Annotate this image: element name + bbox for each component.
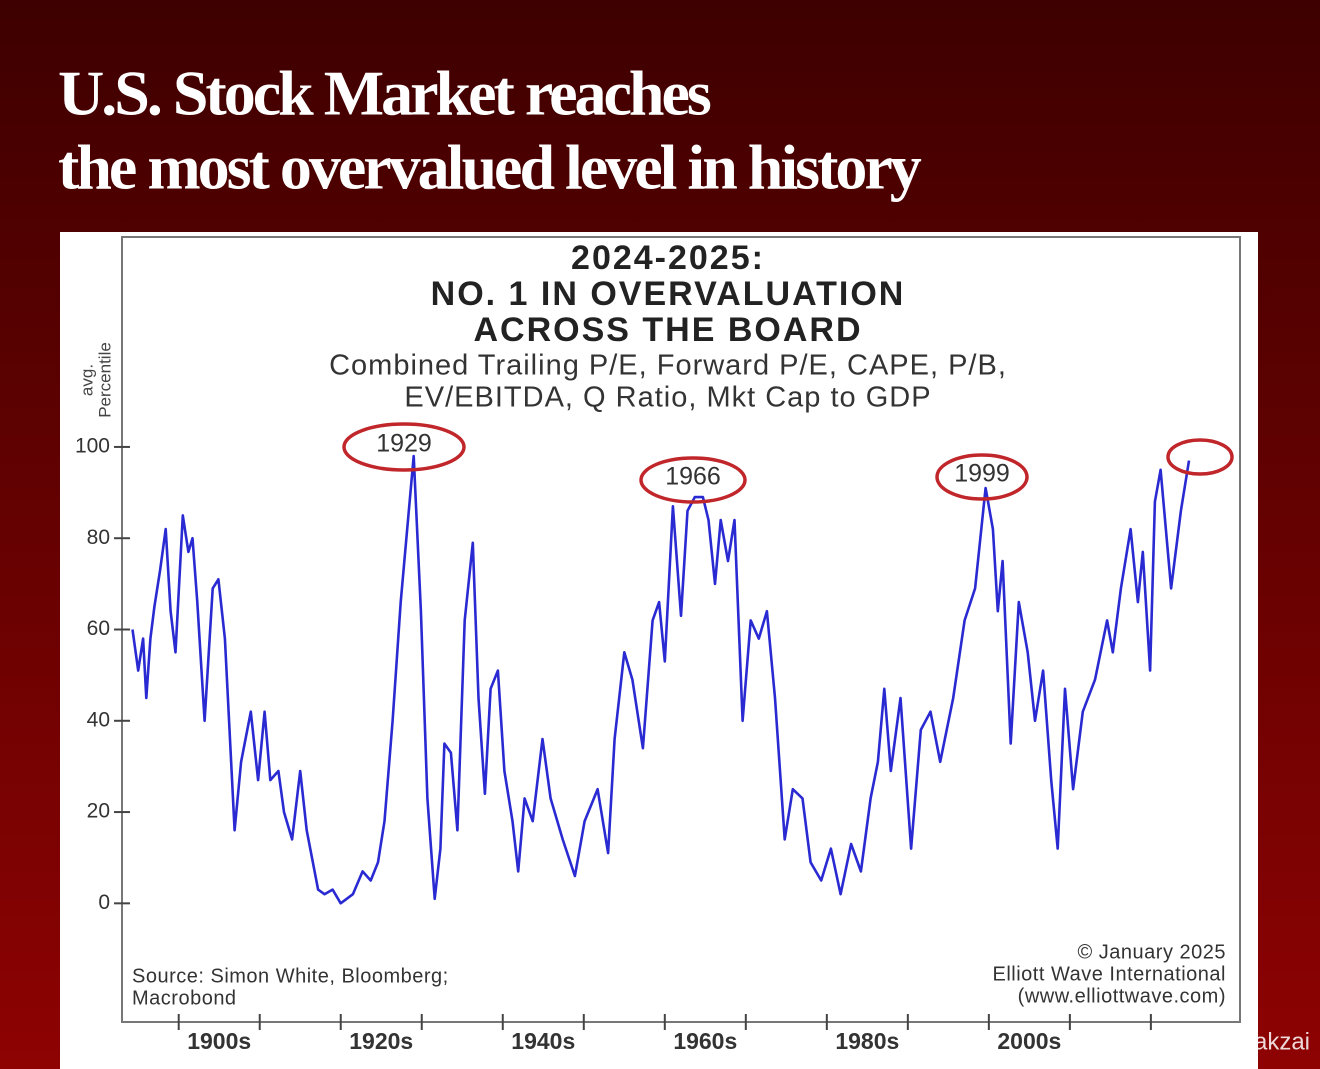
y-tick-label: 0 [98,891,110,914]
annotation-circle [935,453,1029,501]
watermark: @ Junaid Orakzai [1119,1028,1310,1055]
x-tick-label: 1900s [187,1028,251,1054]
credit-note: © January 2025 [1078,941,1227,963]
headline: U.S. Stock Market reaches [58,58,711,129]
annotation-label: 1999 [954,460,1010,488]
x-tick-label: 1980s [835,1028,899,1054]
chart-subtitle: EV/EBITDA, Q Ratio, Mkt Cap to GDP [404,382,931,414]
chart-title: ACROSS THE BOARD [473,311,862,349]
annotation-label: 1929 [376,430,432,458]
x-tick-label: 2000s [997,1028,1061,1054]
chart-title: NO. 1 IN OVERVALUATION [431,275,906,313]
data-line [131,454,1191,905]
source-note: Macrobond [132,987,237,1009]
credit-note: (www.elliottwave.com) [1018,985,1226,1007]
chart-subtitle: Combined Trailing P/E, Forward P/E, CAPE… [329,350,1007,382]
annotation-circle [1166,438,1234,476]
y-tick-label: 40 [87,708,110,731]
y-tick-label: 100 [75,434,110,457]
y-tick-label: 60 [87,617,110,640]
chart-title: 2024-2025: [571,239,765,277]
x-tick-label: 1920s [349,1028,413,1054]
y-axis-label: Percentile [95,342,114,418]
chart-panel [60,232,1258,1069]
annotation-circle [639,456,747,504]
y-tick-label: 80 [87,526,110,549]
x-tick-label: 1940s [511,1028,575,1054]
y-axis-label: avg. [77,364,96,396]
headline: the most overvalued level in history [58,132,922,203]
y-tick-label: 20 [87,800,110,823]
x-tick-label: 1960s [673,1028,737,1054]
annotation-label: 1966 [665,463,721,491]
annotation-circle [342,422,466,472]
source-note: Source: Simon White, Bloomberg; [132,965,449,987]
credit-note: Elliott Wave International [993,963,1226,985]
